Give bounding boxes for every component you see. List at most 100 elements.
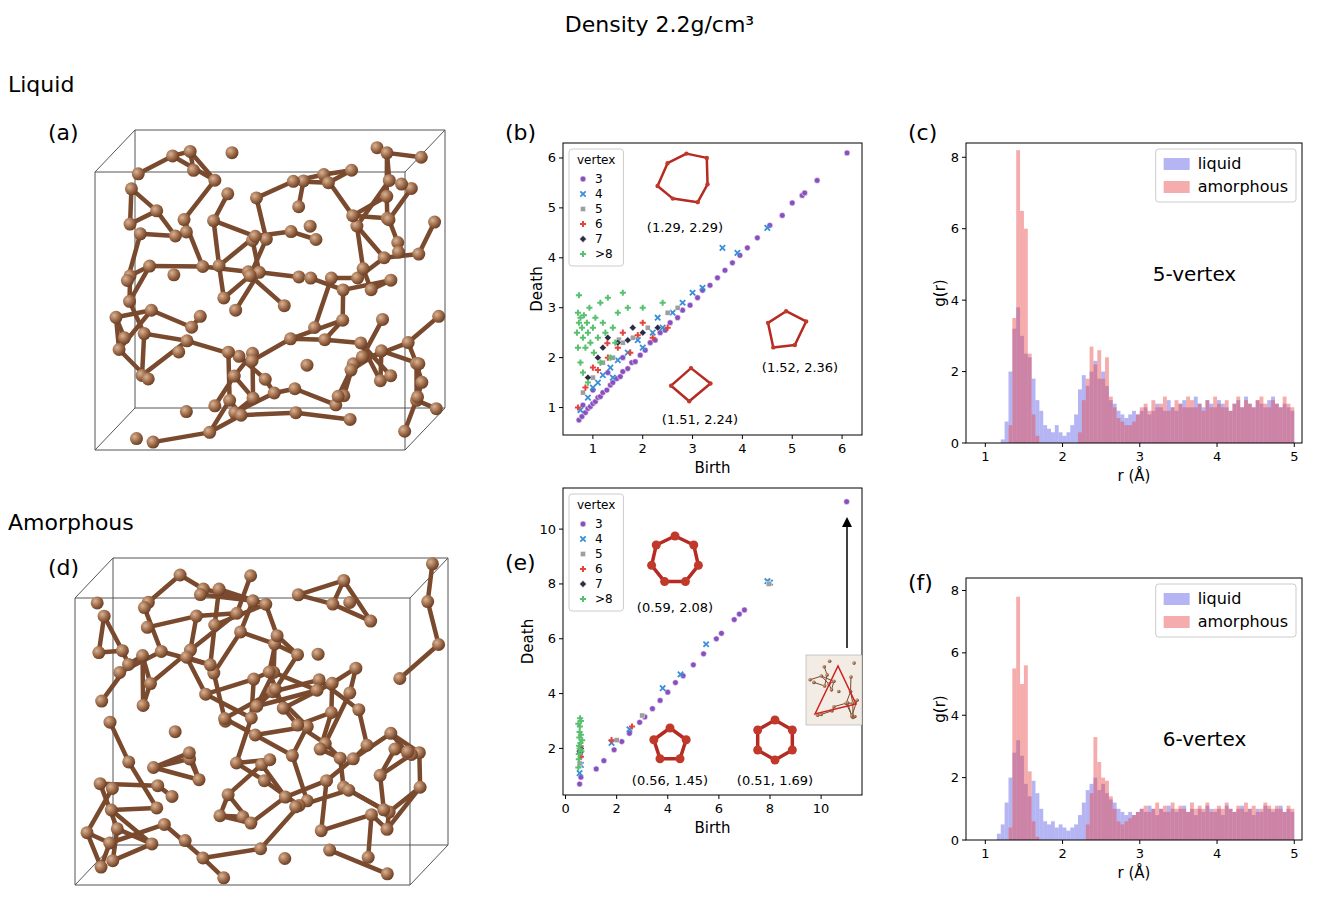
hist-bar	[1109, 397, 1113, 443]
atom	[415, 376, 428, 389]
x-tick	[718, 795, 719, 799]
atom	[121, 274, 134, 287]
atom	[260, 233, 273, 246]
atom	[113, 343, 126, 356]
hist-bar	[1032, 379, 1036, 443]
atom	[124, 218, 137, 231]
hist-bar	[1167, 812, 1171, 840]
hist-bar	[1074, 824, 1078, 840]
atom	[258, 774, 271, 787]
atom	[180, 405, 193, 418]
atom	[325, 272, 338, 285]
point	[745, 245, 751, 251]
atom	[414, 781, 427, 794]
hist-bar	[1101, 379, 1105, 443]
atom	[196, 260, 209, 273]
point	[650, 335, 656, 341]
hist-bar	[1101, 372, 1105, 443]
annotation: (1.29, 2.29)	[647, 220, 723, 235]
hist-bar	[1097, 350, 1101, 443]
cell-edge	[113, 558, 448, 559]
hist-bar	[1148, 812, 1152, 840]
x-tick	[692, 435, 693, 439]
x-tick-label: 6	[715, 801, 723, 816]
point	[587, 340, 593, 346]
atom	[169, 230, 182, 243]
hist-bar	[1248, 404, 1252, 443]
atom	[245, 711, 258, 724]
hist-bar	[1256, 809, 1260, 840]
point	[765, 225, 770, 230]
atom	[279, 791, 292, 804]
hist-bar	[1275, 404, 1279, 443]
atom	[375, 344, 388, 357]
point	[610, 375, 615, 380]
structure-panel	[75, 557, 448, 885]
bond	[214, 221, 220, 266]
atom	[292, 588, 305, 601]
point	[700, 285, 705, 290]
atom	[125, 182, 138, 195]
atom	[377, 803, 390, 816]
bond	[111, 808, 156, 810]
point	[814, 178, 820, 184]
point	[575, 404, 581, 410]
hist-bar	[1016, 150, 1020, 443]
x-tick	[1062, 443, 1063, 447]
ring-atom	[687, 399, 691, 403]
bond	[214, 673, 225, 718]
atom	[268, 386, 281, 399]
bond	[292, 756, 307, 801]
atom	[352, 703, 365, 716]
hist-bar	[1028, 354, 1032, 443]
y-tick	[962, 443, 966, 444]
legend-marker	[580, 536, 585, 541]
hist-bar	[1113, 404, 1117, 443]
point	[707, 282, 713, 288]
hist-bar	[1171, 407, 1175, 443]
bond	[321, 815, 371, 831]
atom	[249, 230, 262, 243]
hist-bar	[1244, 400, 1248, 443]
inset	[806, 522, 862, 725]
hist-bar	[1175, 809, 1179, 840]
plot-frame	[563, 488, 862, 795]
hist-bar	[1078, 815, 1082, 840]
hist-bar	[1008, 372, 1012, 443]
y-tick	[559, 407, 563, 408]
y-axis-title: Death	[528, 266, 546, 311]
point	[665, 310, 670, 315]
x-tick-label: 2	[613, 801, 621, 816]
atom	[344, 413, 357, 426]
atom	[138, 327, 151, 340]
atom	[106, 782, 119, 795]
hist-bar	[1001, 824, 1005, 840]
cell-edge	[405, 172, 406, 450]
y-tick-label: 4	[548, 250, 556, 265]
x-tick-label: 1	[981, 846, 989, 861]
hist-bar	[1051, 821, 1055, 840]
x-tick-label: 2	[1058, 846, 1066, 861]
ring-atom	[656, 754, 665, 763]
atom	[365, 283, 378, 296]
hist-bar	[1194, 809, 1198, 840]
x-tick	[616, 795, 617, 799]
hist-bar	[1082, 803, 1086, 840]
point	[577, 781, 583, 787]
arrow	[846, 522, 848, 648]
atom	[380, 146, 393, 159]
point	[577, 360, 583, 366]
hist-bar	[1016, 597, 1020, 840]
atom	[278, 299, 291, 312]
x-tick-label: 5	[1290, 449, 1298, 464]
hist-bar	[1128, 425, 1132, 443]
hist-bar	[1240, 809, 1244, 840]
ring-atom	[753, 746, 762, 755]
x-tick	[642, 435, 643, 439]
hist-bar	[1005, 803, 1009, 840]
hist-bar	[1097, 762, 1101, 840]
point	[719, 630, 725, 636]
point	[580, 370, 586, 376]
atom	[221, 187, 234, 200]
atom	[850, 714, 854, 718]
